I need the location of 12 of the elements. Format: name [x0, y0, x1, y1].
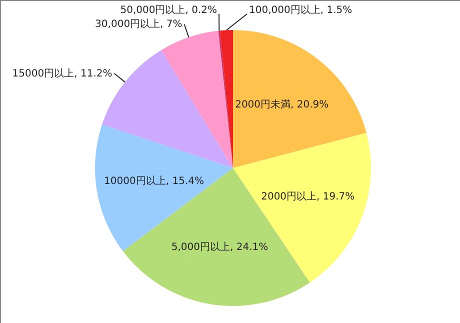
- slice-label: 10000円以上, 15.4%: [104, 175, 204, 188]
- slice-label: 50,000円以上, 0.2%: [120, 4, 217, 16]
- slice-label: 30,000円以上, 7%: [95, 18, 182, 30]
- pie-slice: [233, 30, 366, 168]
- slice-label: 100,000円以上, 1.5%: [249, 4, 352, 16]
- pie-slice: [161, 30, 233, 168]
- slice-label: 2000円以上, 19.7%: [261, 190, 355, 202]
- slice-label: 5,000円以上, 24.1%: [171, 240, 268, 253]
- pie-slice: [233, 132, 371, 283]
- slice-label: 15000円以上, 11.2%: [12, 67, 112, 80]
- pie-slice: [95, 124, 233, 252]
- slice-label: 2000円未満, 20.9%: [235, 98, 329, 111]
